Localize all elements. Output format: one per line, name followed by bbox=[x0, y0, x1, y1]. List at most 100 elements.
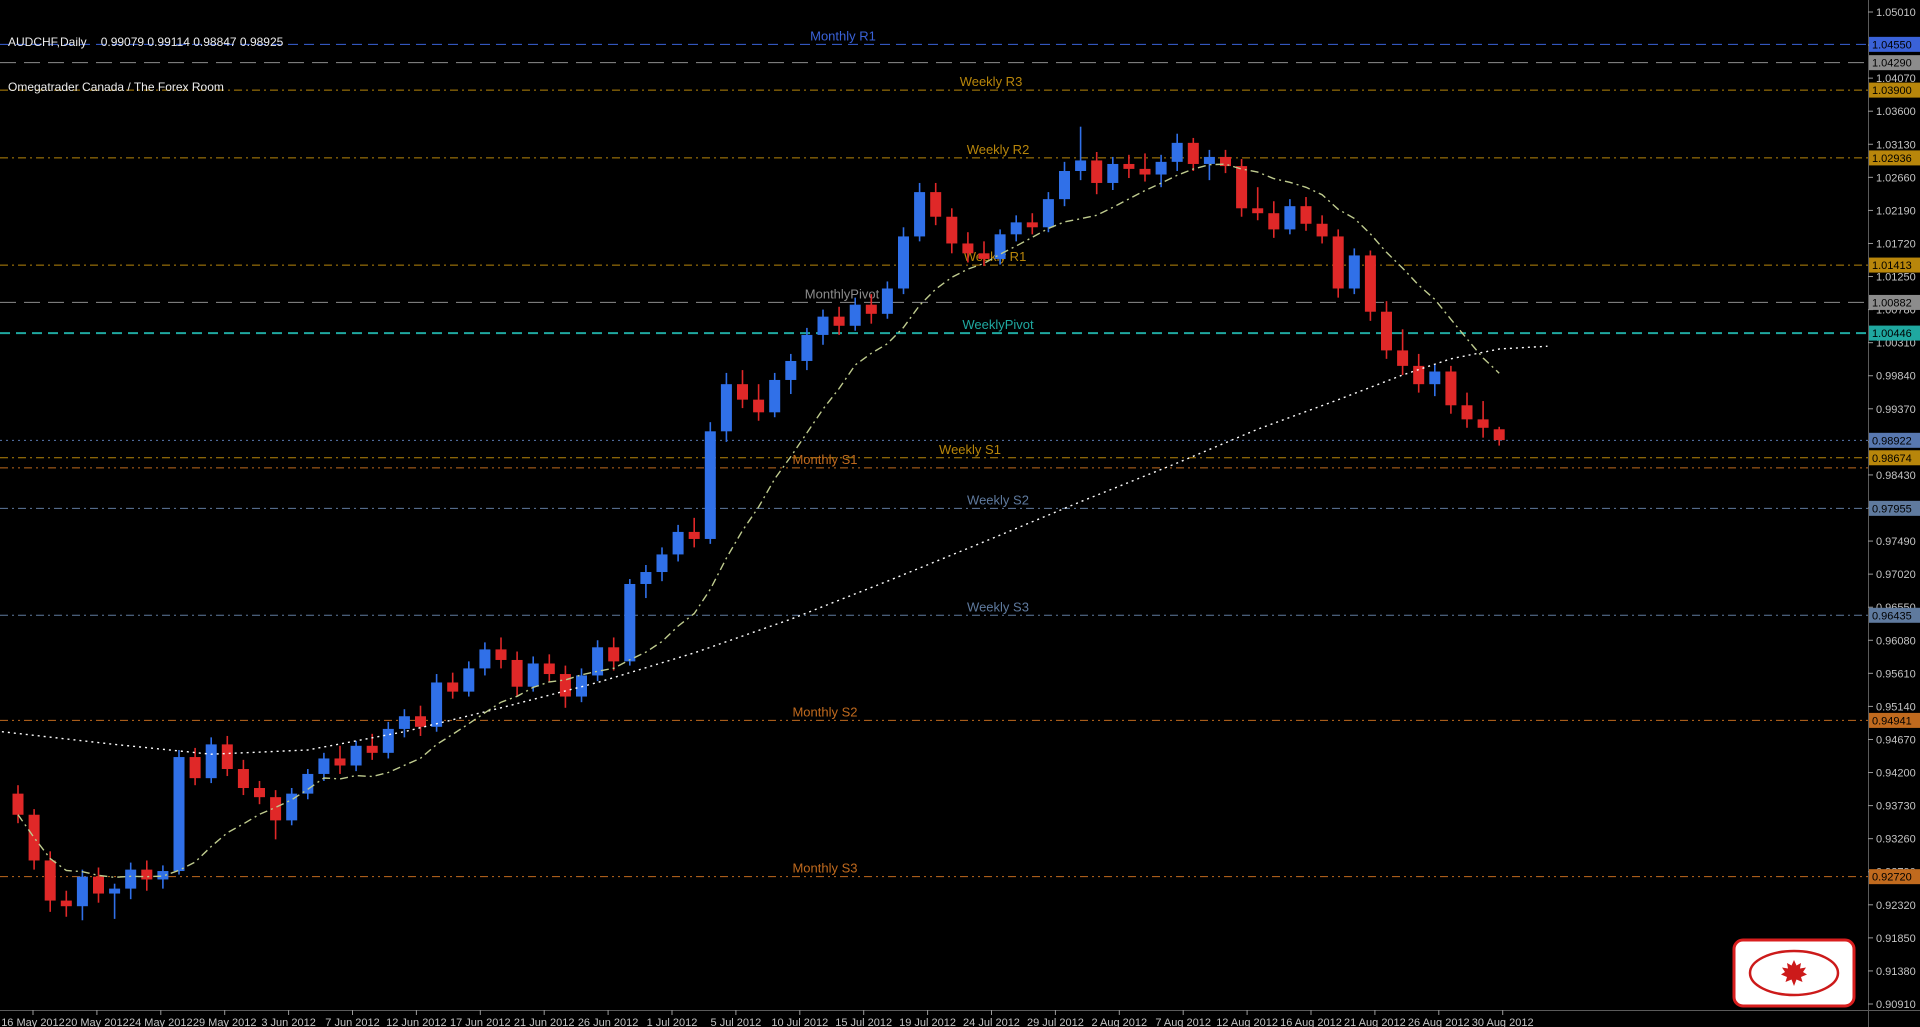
candle-body bbox=[737, 384, 748, 400]
price-tick-label: 0.99370 bbox=[1876, 404, 1916, 416]
date-tick-label: 24 May 2012 bbox=[129, 1017, 193, 1027]
candle-body bbox=[1075, 160, 1087, 172]
date-tick-label: 1 Jul 2012 bbox=[647, 1017, 698, 1027]
candle-body bbox=[688, 531, 700, 539]
price-tick-label: 1.00310 bbox=[1876, 338, 1916, 350]
price-tick-label: 0.93260 bbox=[1876, 834, 1916, 846]
maple-leaf-icon bbox=[1781, 960, 1807, 986]
price-badge bbox=[1869, 294, 1920, 310]
price-tick-label: 0.94670 bbox=[1876, 734, 1916, 746]
price-badge bbox=[1869, 325, 1920, 341]
pivot-line-weeklypivot: WeeklyPivot bbox=[0, 317, 1868, 335]
candle-body bbox=[76, 876, 88, 907]
candle-body bbox=[1429, 371, 1441, 385]
date-tick-label: 26 Aug 2012 bbox=[1408, 1017, 1470, 1027]
candle-body bbox=[1091, 160, 1103, 183]
candle-body bbox=[817, 316, 829, 335]
date-tick-label: 29 May 2012 bbox=[193, 1017, 257, 1027]
candle-body bbox=[527, 663, 539, 687]
candle-body bbox=[366, 745, 378, 753]
pivot-line-label: Monthly S1 bbox=[792, 452, 857, 467]
candle-body bbox=[1397, 350, 1409, 366]
candle-body bbox=[1284, 206, 1296, 230]
date-tick-label: 26 Jun 2012 bbox=[578, 1017, 639, 1027]
candle-body bbox=[157, 871, 169, 880]
pivot-line-weekly-r3: Weekly R3 bbox=[0, 74, 1868, 91]
pivot-line-label: MonthlyPivot bbox=[805, 286, 880, 301]
candle-body bbox=[382, 728, 394, 753]
candle-body bbox=[173, 757, 185, 872]
date-tick-label: 3 Jun 2012 bbox=[261, 1017, 315, 1027]
pivot-line-monthlypivot: MonthlyPivot bbox=[0, 286, 1868, 303]
candle-body bbox=[221, 744, 233, 770]
ohlc-values: 0.99079 0.99114 0.98847 0.98925 bbox=[100, 35, 284, 49]
candle-body bbox=[60, 900, 72, 907]
price-badge bbox=[1869, 150, 1920, 166]
pivot-line-weekly-s2: Weekly S2 bbox=[0, 492, 1868, 509]
price-tick-label: 0.93730 bbox=[1876, 801, 1916, 813]
price-badge bbox=[1869, 500, 1920, 516]
candle-body bbox=[205, 744, 217, 779]
price-badge bbox=[1869, 36, 1920, 52]
candle-body bbox=[1364, 255, 1376, 312]
candle-body bbox=[254, 788, 265, 798]
candle-body bbox=[801, 334, 813, 361]
pivot-line-label: Weekly R2 bbox=[967, 142, 1030, 157]
candle-body bbox=[1155, 161, 1167, 175]
pivot-line-monthly-s2: Monthly S2 bbox=[0, 704, 1868, 721]
symbol-period-label: AUDCHF,Daily bbox=[8, 35, 87, 49]
candle-body bbox=[608, 647, 620, 662]
time-axis[interactable]: 16 May 2012 20 May 2012 24 May 2012 29 May … bbox=[1, 1010, 1534, 1027]
candle-body bbox=[898, 236, 909, 289]
candle-body bbox=[28, 814, 40, 861]
candle-body bbox=[334, 758, 346, 766]
date-tick-label: 21 Aug 2012 bbox=[1344, 1017, 1406, 1027]
price-badge bbox=[1869, 607, 1920, 623]
pivot-line-label: Weekly R3 bbox=[960, 74, 1023, 89]
brand-subtitle: Omegatrader Canada / The Forex Room bbox=[8, 80, 224, 94]
price-badge bbox=[1869, 869, 1920, 885]
date-tick-label: 15 Jul 2012 bbox=[835, 1017, 892, 1027]
date-tick-label: 29 Jul 2012 bbox=[1027, 1017, 1084, 1027]
price-tick-label: 0.92320 bbox=[1876, 900, 1916, 912]
price-tick-label: 0.97490 bbox=[1876, 536, 1916, 548]
candle-body bbox=[672, 531, 684, 555]
pivot-line-monthly-r1: Monthly R1 bbox=[0, 28, 1868, 45]
candle-body bbox=[833, 316, 845, 326]
candle-body bbox=[318, 758, 330, 774]
price-badge-value: 0.96435 bbox=[1872, 610, 1912, 622]
price-tick-label: 0.96080 bbox=[1876, 635, 1916, 647]
pivot-line-weekly-s1: Weekly S1 bbox=[0, 442, 1868, 459]
date-tick-label: 7 Aug 2012 bbox=[1155, 1017, 1211, 1027]
candlestick-series bbox=[12, 126, 1505, 921]
candle-body bbox=[415, 716, 426, 727]
date-tick-label: 20 May 2012 bbox=[65, 1017, 129, 1027]
candle-body bbox=[1445, 371, 1457, 406]
candle-body bbox=[1123, 163, 1135, 169]
candle-body bbox=[1171, 142, 1183, 162]
candle-body bbox=[1236, 166, 1248, 209]
candle-body bbox=[1300, 206, 1312, 224]
candle-body bbox=[543, 663, 555, 675]
candle-body bbox=[12, 793, 24, 815]
price-badge-value: 1.01413 bbox=[1872, 260, 1912, 272]
candle-body bbox=[1413, 365, 1425, 385]
candle-body bbox=[914, 192, 926, 237]
price-tick-label: 0.97020 bbox=[1876, 569, 1916, 581]
price-badge-value: 1.00882 bbox=[1872, 297, 1912, 309]
date-tick-label: 12 Jun 2012 bbox=[386, 1017, 447, 1027]
candle-body bbox=[93, 876, 104, 894]
pivot-line-label: WeeklyPivot bbox=[962, 317, 1034, 332]
candle-body bbox=[270, 797, 282, 821]
price-badge-value: 0.98922 bbox=[1872, 435, 1912, 447]
date-tick-label: 30 Aug 2012 bbox=[1472, 1017, 1534, 1027]
candle-body bbox=[656, 554, 668, 573]
price-tick-label: 0.90910 bbox=[1876, 999, 1916, 1011]
price-badge bbox=[1869, 712, 1920, 728]
candle-body bbox=[704, 431, 716, 539]
slow-ma-line bbox=[1, 345, 1548, 755]
candle-body bbox=[1010, 222, 1022, 235]
price-badge bbox=[1869, 257, 1920, 273]
